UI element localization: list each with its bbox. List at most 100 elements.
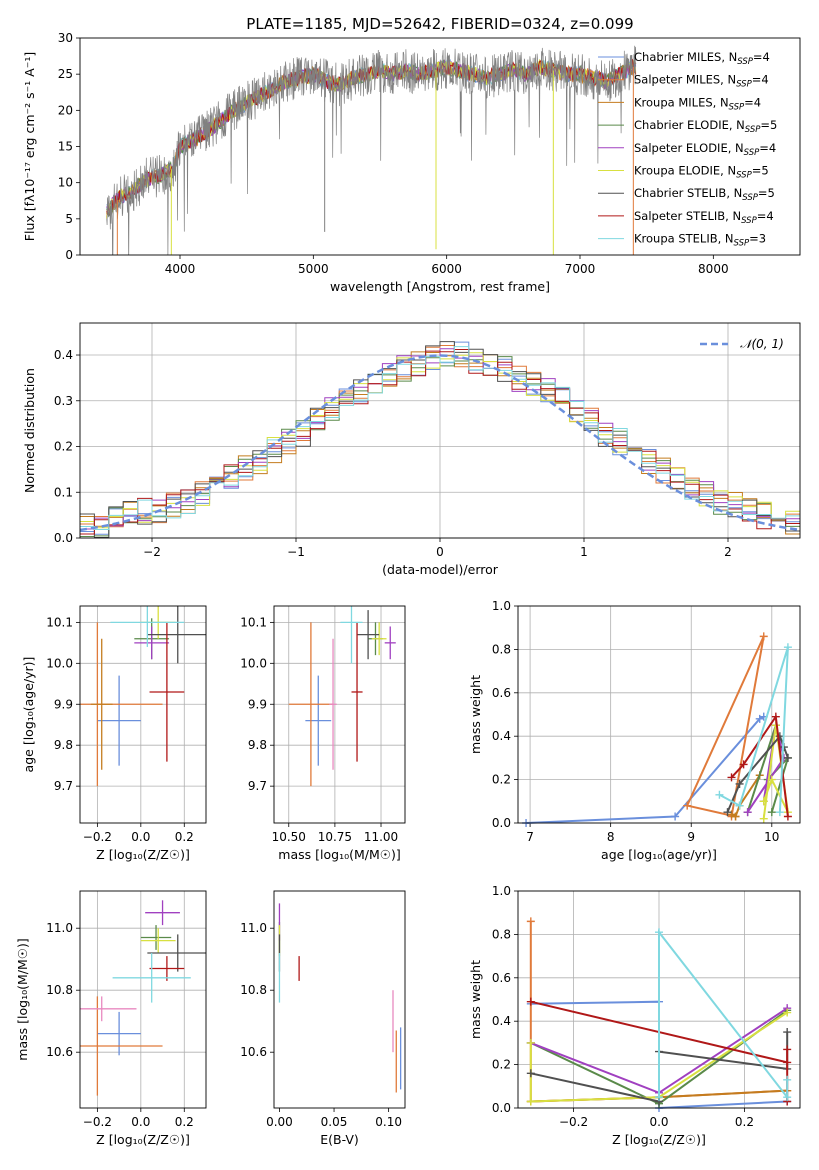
weight-line	[685, 635, 765, 818]
y-tick-label: 0	[65, 248, 73, 262]
x-tick-label: 0.00	[266, 1115, 293, 1129]
y-tick-label: 10.0	[240, 656, 267, 670]
weight-marker	[526, 1069, 535, 1078]
errorbar-point	[288, 622, 334, 787]
x-tick-label: 0.2	[175, 1115, 194, 1129]
y-tick-label: 0.6	[492, 686, 511, 700]
weight-marker	[727, 810, 736, 819]
errorbar-point	[90, 638, 113, 770]
age-vs-z-points	[80, 606, 206, 787]
spectrum-axes: 4000 5000 6000 7000 8000 0 5 10 15 20 25 30 waveleng…	[22, 31, 801, 294]
errorbar-point	[140, 925, 172, 950]
y-tick-label: 25	[58, 67, 73, 81]
y-tick-label: 0.2	[54, 440, 73, 454]
weight-marker	[655, 928, 663, 937]
x-tick-label: 0.05	[321, 1115, 348, 1129]
mass-vs-ebv-points	[278, 903, 402, 1093]
x-tick-label: 5000	[298, 262, 329, 276]
x-tick-label: 7000	[565, 262, 596, 276]
weight-line	[718, 646, 789, 813]
y-tick-label: 9.7	[54, 779, 73, 793]
weight-line	[658, 929, 789, 1101]
histogram-step	[80, 346, 800, 530]
y-axis-label: Normed distribution	[22, 368, 37, 493]
legend-entry: Salpeter STELIB, NSSP=4	[634, 209, 774, 226]
weight-marker	[783, 812, 792, 821]
y-tick-label: 0.1	[54, 485, 73, 499]
residual-histograms	[80, 341, 800, 538]
legend-entry: Kroupa ELODIE, NSSP=5	[634, 164, 769, 181]
x-tick-label: 7	[526, 830, 534, 844]
x-tick-label: 10	[764, 830, 779, 844]
y-tick-label: 10.6	[240, 1045, 267, 1059]
errorbar-point	[97, 1011, 141, 1056]
y-tick-label: 0.2	[492, 1058, 511, 1072]
weight-vs-age: 7 8 9 10 0.0 0.2 0.4 0.6 0.8 1.0 age [log₁₀(age/yr…	[468, 599, 801, 862]
weight-marker	[727, 773, 736, 782]
spectrum-lines	[106, 45, 637, 255]
weight-marker	[783, 1028, 792, 1037]
weight-marker	[683, 801, 692, 810]
y-tick-label: 10.1	[46, 615, 73, 629]
weight-marker	[783, 1008, 792, 1017]
mass-vs-ebv: 0.00 0.05 0.10 10.6 10.8 11.0 E(B-V)	[240, 890, 406, 1147]
axes-frame	[79, 890, 207, 1109]
y-tick-label: 0.3	[54, 394, 73, 408]
x-axis-label: Z [log₁₀(Z/Z☉)]	[96, 847, 190, 862]
x-tick-label: 0.2	[735, 1115, 754, 1129]
x-tick-label: 0.0	[131, 830, 150, 844]
y-tick-label: 0.4	[54, 348, 73, 362]
weight-line	[746, 725, 785, 813]
errorbar-point	[371, 622, 387, 656]
weight-marker	[743, 808, 752, 817]
residual-legend: 𝒩(0, 1)	[700, 337, 784, 351]
y-tick-label: 10.8	[240, 983, 267, 997]
normal-curve	[80, 354, 800, 532]
errorbar-point	[351, 622, 363, 762]
legend-entry: Chabrier MILES, NSSP=4	[634, 50, 770, 67]
x-axis-label: mass [log₁₀(M/M☉)]	[278, 847, 400, 862]
x-tick-label: 4000	[165, 262, 196, 276]
weight-line	[526, 715, 765, 824]
histogram-step	[80, 352, 800, 529]
errorbar-point	[112, 953, 191, 1003]
x-tick-label: 0.2	[175, 830, 194, 844]
y-axis-label: mass weight	[468, 960, 483, 1039]
weight-marker	[671, 812, 680, 821]
y-tick-label: 10.0	[46, 656, 73, 670]
mass-vs-z: −0.2 0.0 0.2 10.6 10.8 11.0 Z [log₁₀(Z/Z☉)] mas…	[15, 890, 207, 1147]
residual-axes: −2 −1 0 1 2 0.0 0.1 0.2 0.3 0.4 (data-model)/error…	[22, 322, 801, 577]
errorbar-point	[80, 996, 163, 1096]
x-tick-label: −0.2	[83, 1115, 112, 1129]
y-tick-label: 9.9	[248, 697, 267, 711]
legend-entry: Kroupa STELIB, NSSP=3	[634, 232, 766, 249]
y-tick-label: 0.0	[54, 531, 73, 545]
x-axis-label: (data-model)/error	[382, 562, 499, 577]
y-tick-label: 10.6	[46, 1045, 73, 1059]
y-tick-label: 0.6	[492, 971, 511, 985]
legend-entry: 𝒩(0, 1)	[740, 337, 784, 351]
axes-frame	[79, 322, 801, 539]
weight-marker	[526, 1038, 535, 1047]
y-tick-label: 30	[58, 31, 73, 45]
x-tick-label: 6000	[431, 262, 462, 276]
weight-marker	[739, 760, 748, 769]
age-vs-z: −0.2 0.0 0.2 9.7 9.8 9.9 10.0 10.1 Z [log₁₀(Z/Z☉…	[21, 605, 207, 862]
y-axis-label: Flux [fλ10⁻¹⁷ erg cm⁻² s⁻¹ A⁻¹]	[22, 52, 37, 241]
x-tick-label: 8000	[698, 262, 729, 276]
x-tick-label: 1	[580, 545, 588, 559]
weight-marker	[735, 779, 744, 788]
y-tick-label: 9.7	[248, 779, 267, 793]
x-axis-label: Z [log₁₀(Z/Z☉)]	[612, 1132, 706, 1147]
y-axis-label: mass weight	[468, 675, 483, 754]
x-tick-label: −0.2	[559, 1115, 588, 1129]
errorbar-point	[80, 996, 137, 1022]
weight-marker	[526, 1097, 535, 1106]
errorbar-point	[149, 956, 185, 981]
x-tick-label: −2	[143, 545, 161, 559]
y-tick-label: 10.1	[240, 615, 267, 629]
weight-marker	[775, 808, 784, 817]
y-tick-label: 0.2	[492, 773, 511, 787]
y-tick-label: 10.8	[46, 983, 73, 997]
y-tick-label: 9.8	[54, 738, 73, 752]
